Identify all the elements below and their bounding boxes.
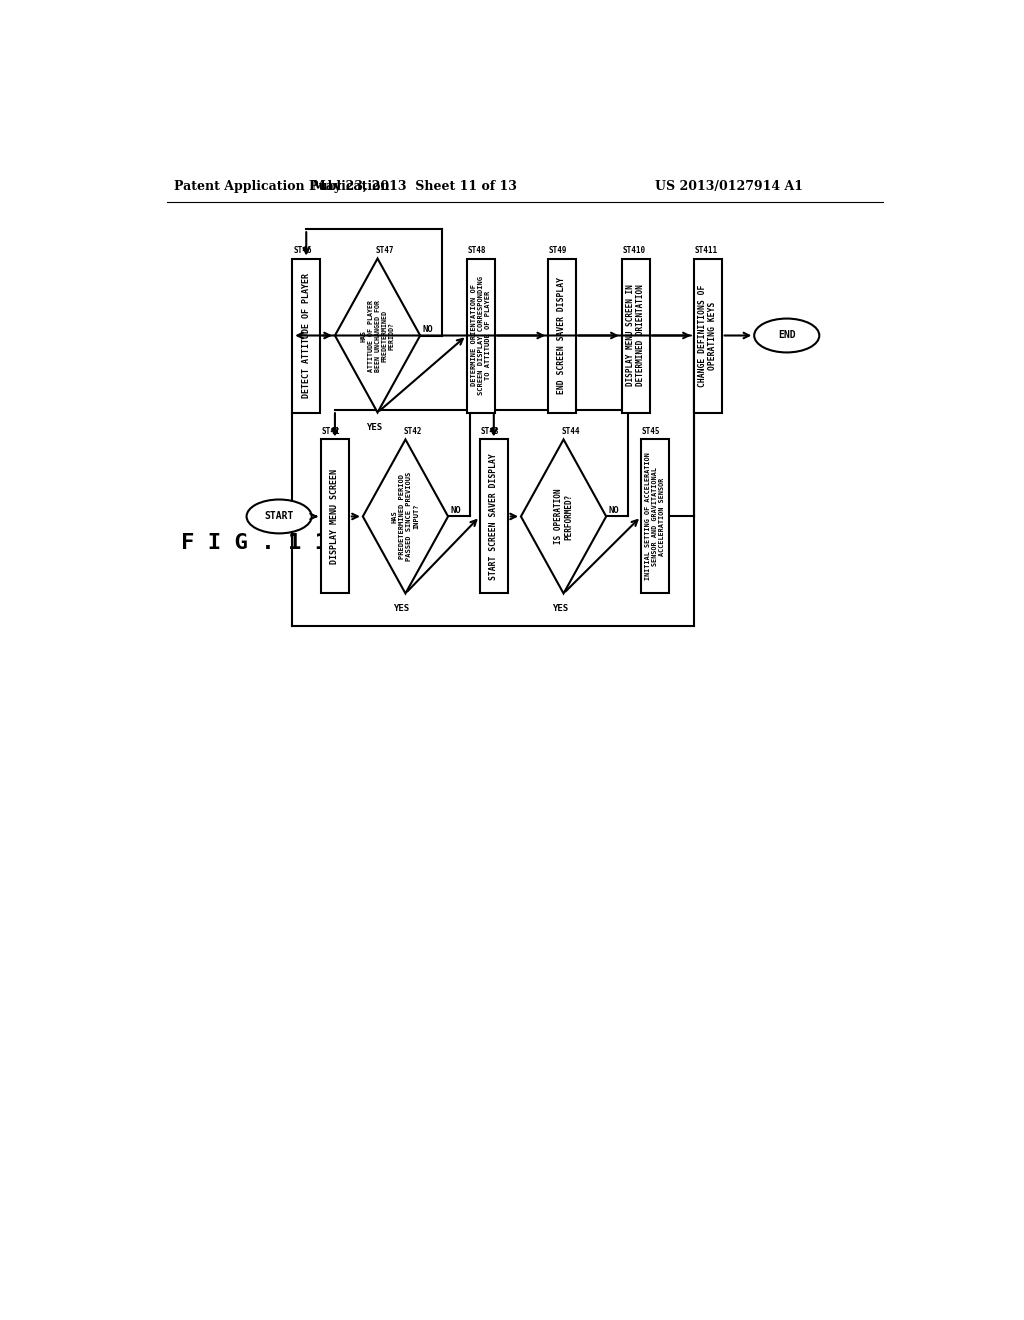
Text: ST43: ST43 bbox=[480, 428, 499, 437]
Bar bbox=[480, 440, 508, 594]
Bar bbox=[641, 440, 669, 594]
Text: ST45: ST45 bbox=[642, 428, 660, 437]
Text: US 2013/0127914 A1: US 2013/0127914 A1 bbox=[655, 181, 803, 194]
Bar bbox=[467, 259, 495, 412]
Text: HAS
PREDETERMINED PERIOD
PASSED SINCE PREVIOUS
INPUT?: HAS PREDETERMINED PERIOD PASSED SINCE PR… bbox=[392, 471, 419, 561]
Text: IS OPERATION
PERFORMED?: IS OPERATION PERFORMED? bbox=[554, 488, 573, 544]
Text: DETECT ATTITUDE OF PLAYER: DETECT ATTITUDE OF PLAYER bbox=[302, 273, 310, 399]
Text: ST48: ST48 bbox=[467, 247, 486, 256]
Text: ST410: ST410 bbox=[623, 247, 645, 256]
Text: ST411: ST411 bbox=[694, 247, 718, 256]
Bar bbox=[622, 259, 649, 412]
Bar bbox=[321, 440, 349, 594]
Ellipse shape bbox=[247, 499, 311, 533]
Text: CHANGE DEFINITIONS OF
OPERATING KEYS: CHANGE DEFINITIONS OF OPERATING KEYS bbox=[698, 284, 718, 387]
Bar bbox=[693, 259, 722, 412]
Text: DISPLAY MENU SCREEN IN
DETERMINED ORIENTATION: DISPLAY MENU SCREEN IN DETERMINED ORIENT… bbox=[626, 285, 645, 387]
Text: DISPLAY MENU SCREEN: DISPLAY MENU SCREEN bbox=[331, 469, 339, 564]
Text: YES: YES bbox=[393, 605, 410, 614]
Polygon shape bbox=[521, 440, 606, 594]
Text: ST46: ST46 bbox=[293, 247, 311, 256]
Text: May 23, 2013  Sheet 11 of 13: May 23, 2013 Sheet 11 of 13 bbox=[312, 181, 517, 194]
Bar bbox=[548, 259, 575, 412]
Text: ST42: ST42 bbox=[403, 428, 423, 437]
Text: Patent Application Publication: Patent Application Publication bbox=[174, 181, 390, 194]
Text: INITIAL SETTING OF ACCELERATION
SENSOR AND GRAVITATIONAL
ACCELERATION SENSOR: INITIAL SETTING OF ACCELERATION SENSOR A… bbox=[645, 453, 665, 581]
Text: START SCREEN SAVER DISPLAY: START SCREEN SAVER DISPLAY bbox=[489, 453, 499, 579]
Ellipse shape bbox=[755, 318, 819, 352]
Text: END: END bbox=[778, 330, 796, 341]
Text: ST44: ST44 bbox=[562, 428, 581, 437]
Polygon shape bbox=[362, 440, 449, 594]
Text: YES: YES bbox=[552, 605, 567, 614]
Polygon shape bbox=[335, 259, 420, 412]
Text: ST49: ST49 bbox=[549, 247, 567, 256]
Text: NO: NO bbox=[423, 325, 433, 334]
Text: YES: YES bbox=[366, 424, 382, 432]
Text: DETERMINE ORIENTATION OF
SCREEN DISPLAY CORRESPONDING
TO ATTITUDE OF PLAYER: DETERMINE ORIENTATION OF SCREEN DISPLAY … bbox=[471, 276, 490, 395]
Text: HAS
ATTITUDE OF PLAYER
BEEN UNCHANGED FOR
PREDETERMINED
PERIOD?: HAS ATTITUDE OF PLAYER BEEN UNCHANGED FO… bbox=[360, 300, 394, 371]
Text: NO: NO bbox=[451, 506, 461, 515]
Text: START: START bbox=[264, 511, 294, 521]
Text: END SCREEN SAVER DISPLAY: END SCREEN SAVER DISPLAY bbox=[557, 277, 566, 393]
Text: F I G . 1 1: F I G . 1 1 bbox=[180, 533, 328, 553]
Text: NO: NO bbox=[608, 506, 620, 515]
Bar bbox=[292, 259, 321, 412]
Text: ST47: ST47 bbox=[376, 247, 394, 256]
Text: ST41: ST41 bbox=[322, 428, 340, 437]
